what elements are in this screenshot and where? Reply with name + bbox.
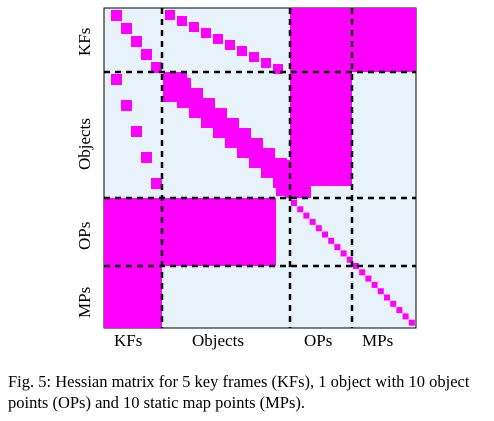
block-dividers bbox=[104, 8, 416, 328]
block-mps-kfs bbox=[104, 266, 162, 328]
ops-mps-diagonal-cell bbox=[396, 307, 403, 314]
ops-mps-diagonal-cell bbox=[297, 206, 304, 213]
matrix-cells bbox=[104, 8, 416, 328]
kf-diagonal-cell bbox=[141, 49, 152, 60]
ops-mps-diagonal-cell bbox=[365, 275, 372, 282]
ops-mps-diagonal-cell bbox=[340, 250, 347, 257]
kf-object-cell bbox=[249, 52, 259, 62]
object-kf-cell bbox=[151, 178, 162, 189]
kf-diagonal-cell bbox=[121, 23, 132, 34]
ops-mps-diagonal-cell bbox=[377, 288, 384, 295]
ops-mps-diagonal-cell bbox=[303, 212, 310, 219]
ops-mps-diagonal-cell bbox=[322, 231, 328, 238]
col-label-objects: Objects bbox=[192, 331, 244, 350]
ops-mps-diagonal-cell bbox=[408, 319, 415, 326]
ops-mps-diagonal-cell bbox=[315, 225, 322, 232]
ops-mps-diagonal-cell bbox=[291, 200, 297, 206]
block-objects-ops bbox=[290, 72, 352, 186]
row-label-kfs: KFs bbox=[75, 27, 94, 56]
ops-mps-diagonal-cell bbox=[359, 269, 366, 276]
block-ops-kfs-objects bbox=[104, 198, 276, 266]
kf-object-cell bbox=[225, 40, 235, 50]
kf-object-cell bbox=[165, 10, 175, 20]
col-label-ops: OPs bbox=[304, 331, 333, 350]
object-kf-cell bbox=[111, 74, 122, 85]
objects-band-cell bbox=[276, 184, 290, 196]
ops-mps-diagonal-cell bbox=[334, 244, 341, 251]
row-label-objects: Objects bbox=[75, 118, 94, 170]
kf-object-cell bbox=[177, 16, 187, 26]
row-label-ops: OPs bbox=[75, 221, 94, 250]
kf-diagonal-cell bbox=[151, 62, 162, 73]
figure-caption: Fig. 5: Hessian matrix for 5 key frames … bbox=[8, 371, 490, 413]
kf-object-cell bbox=[189, 22, 199, 32]
kf-object-cell bbox=[273, 64, 283, 74]
kf-object-cell bbox=[237, 46, 247, 56]
ops-mps-diagonal-cell bbox=[390, 300, 397, 307]
ops-mps-diagonal-cell bbox=[346, 256, 353, 263]
caption-label: Fig. 5: bbox=[8, 372, 52, 391]
row-label-mps: MPs bbox=[75, 286, 94, 318]
object-kf-cell bbox=[131, 126, 142, 137]
ops-mps-diagonal-cell bbox=[384, 294, 390, 301]
block-kfs-ops-mps bbox=[290, 8, 416, 72]
ops-mps-diagonal-cell bbox=[402, 313, 409, 320]
ops-mps-diagonal-cell bbox=[309, 218, 316, 225]
kf-object-cell bbox=[201, 28, 211, 38]
kf-diagonal-cell bbox=[111, 10, 122, 21]
kf-object-cell bbox=[261, 58, 271, 68]
kf-object-cell bbox=[213, 34, 223, 44]
object-kf-cell bbox=[121, 100, 132, 111]
ops-mps-diagonal-cell bbox=[353, 263, 359, 269]
ops-mps-diagonal-cell bbox=[328, 237, 335, 244]
object-kf-cell bbox=[141, 152, 152, 163]
objects-band-cell bbox=[285, 178, 311, 198]
hessian-matrix bbox=[103, 7, 417, 329]
objects-band-cell bbox=[276, 160, 290, 172]
kf-diagonal-cell bbox=[131, 36, 142, 47]
col-label-mps: MPs bbox=[362, 331, 394, 350]
ops-mps-diagonal-cell bbox=[371, 281, 378, 288]
caption-text: Hessian matrix for 5 key frames (KFs), 1… bbox=[8, 372, 470, 412]
col-label-kfs: KFs bbox=[114, 331, 143, 350]
